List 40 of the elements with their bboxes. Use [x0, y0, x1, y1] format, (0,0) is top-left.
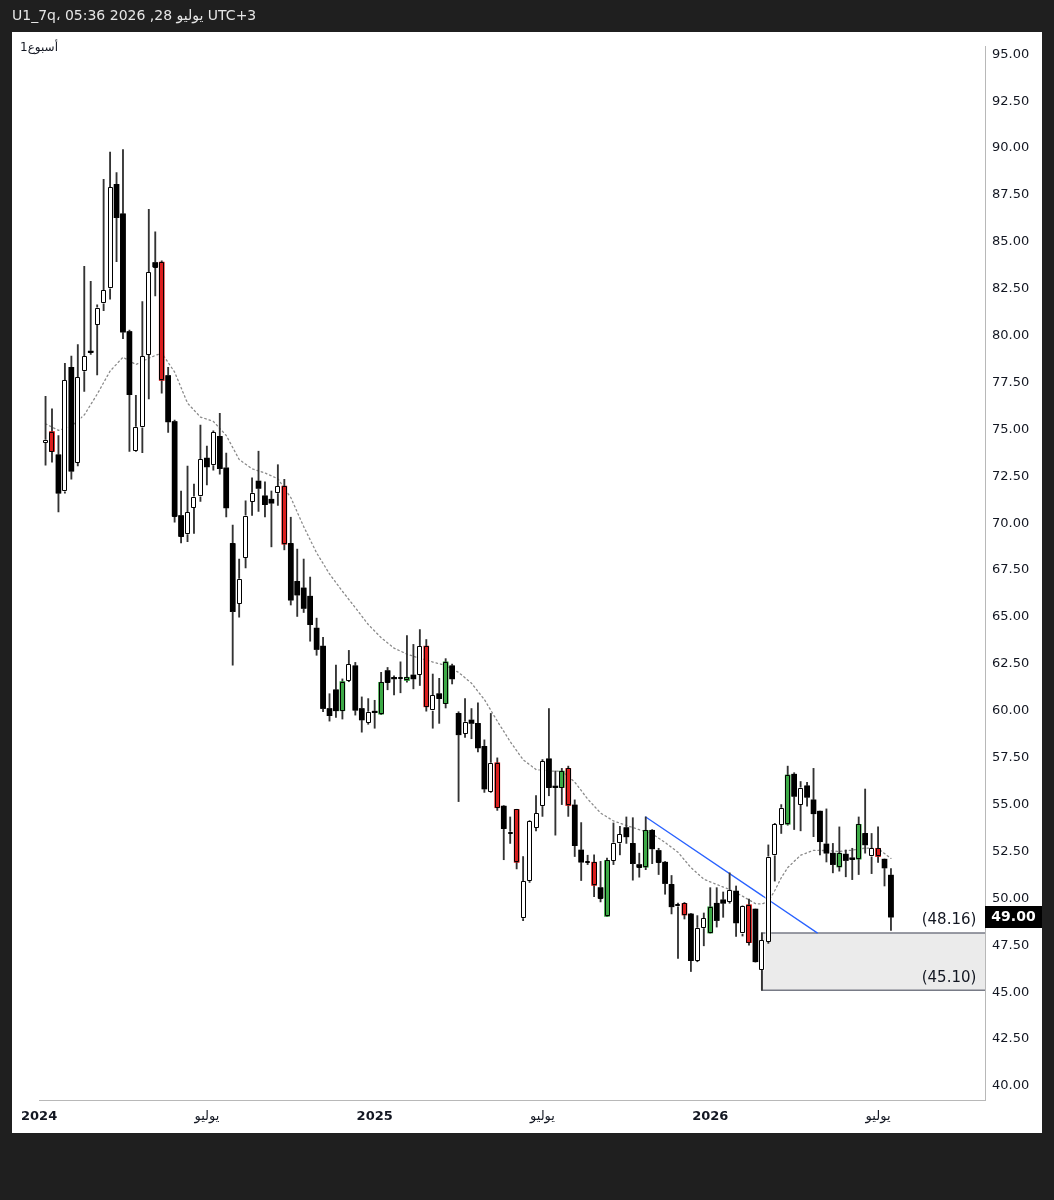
y-tick-label: 67.50 [992, 561, 1030, 577]
x-tick-label: 2024 [21, 1108, 58, 1124]
y-tick-label: 92.50 [992, 92, 1030, 108]
candlestick [81, 266, 87, 392]
annotation: (45.10) [921, 967, 977, 986]
chart-title: 1أسبوع [20, 40, 59, 54]
y-tick-label: 95.00 [992, 45, 1030, 61]
y-tick-label: 62.50 [992, 655, 1030, 671]
y-tick-label: 47.50 [992, 936, 1030, 952]
x-tick-label: يوليو [193, 1108, 220, 1125]
y-tick-label: 87.50 [992, 186, 1030, 202]
x-tick-label: يوليو [864, 1108, 891, 1125]
candlestick [101, 178, 107, 312]
x-tick-label: يوليو [529, 1108, 556, 1125]
x-tick-label: 2025 [356, 1108, 393, 1124]
y-tick-label: 85.00 [992, 233, 1030, 249]
y-tick-label: 60.00 [992, 702, 1030, 718]
text: 49.00 [991, 908, 1036, 925]
y-tick-label: 80.00 [992, 327, 1030, 343]
y-tick-label: 50.00 [992, 889, 1030, 905]
y-tick-label: 42.50 [992, 1030, 1030, 1046]
y-tick-label: 57.50 [992, 749, 1030, 765]
y-tick-label: 65.00 [992, 608, 1030, 624]
y-tick-label: 70.00 [992, 514, 1030, 530]
candlestick [87, 280, 94, 355]
y-tick-label: 40.00 [992, 1077, 1030, 1093]
chart-subtitle: U1_7q، يوليو 28, 2026 05:36 UTC+3 [12, 7, 257, 23]
y-tick-label: 82.50 [992, 280, 1030, 296]
y-tick-label: 77.50 [992, 373, 1030, 389]
line-series [44, 352, 892, 905]
candlestick [410, 644, 417, 690]
y-tick-label: 45.00 [992, 983, 1030, 999]
candlestick [268, 490, 275, 548]
y-tick-label: 90.00 [992, 139, 1030, 155]
y-tick-label: 52.50 [992, 842, 1030, 858]
y-tick-label: 72.50 [992, 467, 1030, 483]
annotation: (48.16) [921, 910, 977, 929]
y-tick-label: 55.00 [992, 795, 1030, 811]
x-tick-label: 2026 [692, 1108, 729, 1124]
y-tick-label: 75.00 [992, 420, 1030, 436]
